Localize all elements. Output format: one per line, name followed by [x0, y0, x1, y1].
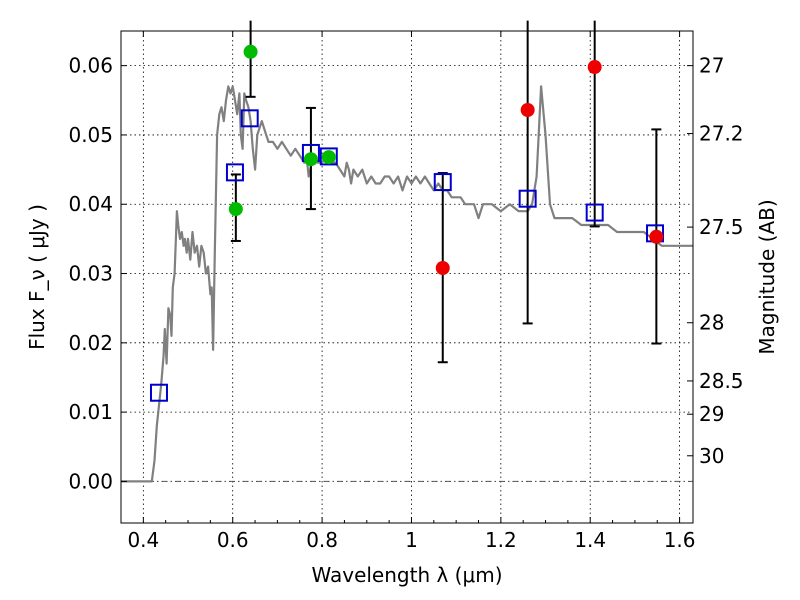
photometry-square-marker — [433, 173, 452, 192]
x-axis-label: Wavelength λ (μm) — [311, 563, 502, 587]
axes: 0.4 0.6 0.8 1 1.2 1.4 1.6 0.00 0.01 0.02 0.03 0.04 0… — [25, 31, 779, 587]
photometry-square-marker — [319, 147, 338, 166]
y-tick-label: 0.00 — [68, 469, 113, 493]
optical-point — [243, 44, 258, 59]
nir-point — [520, 102, 535, 117]
nir-point — [649, 229, 664, 244]
y2-tick-label: 28 — [699, 311, 724, 335]
y2-tick-label: 27.2 — [699, 122, 744, 146]
y2-axis-label: Magnitude (AB) — [755, 199, 779, 354]
y-tick-label: 0.06 — [68, 54, 113, 78]
x-tick-label: 1.2 — [485, 528, 517, 552]
x-tick-label: 1 — [405, 528, 418, 552]
y2-tick-label: 29 — [699, 402, 724, 426]
y-tick-label: 0.02 — [68, 331, 113, 355]
optical-point — [303, 152, 318, 167]
photometry-square-marker — [240, 109, 259, 128]
markers — [149, 44, 665, 402]
photometry-square-marker — [149, 383, 168, 402]
x-tick-label: 0.6 — [217, 528, 249, 552]
x-tick-label: 0.4 — [127, 528, 159, 552]
x-tick-label: 0.8 — [306, 528, 338, 552]
y2-tick-label: 28.5 — [699, 369, 744, 393]
plot-frame — [120, 30, 694, 524]
y-tick-label: 0.04 — [68, 192, 113, 216]
y-axis-label: Flux F_ν ( μJy ) — [25, 204, 49, 350]
y2-tick-label: 27 — [699, 54, 724, 78]
photometry-square-marker — [225, 163, 244, 182]
optical-point — [228, 202, 243, 217]
photometry-square-marker — [585, 203, 604, 222]
optical-point — [321, 150, 336, 165]
y-tick-label: 0.01 — [68, 400, 113, 424]
y2-tick-label: 30 — [699, 444, 724, 468]
y2-tick-label: 27.5 — [699, 215, 744, 239]
nir-point — [587, 60, 602, 75]
y-tick-label: 0.03 — [68, 262, 113, 286]
nir-point — [435, 260, 450, 275]
x-tick-label: 1.4 — [574, 528, 606, 552]
photometry-square-marker — [518, 189, 537, 208]
y-tick-label: 0.05 — [68, 123, 113, 147]
x-tick-label: 1.6 — [664, 528, 696, 552]
